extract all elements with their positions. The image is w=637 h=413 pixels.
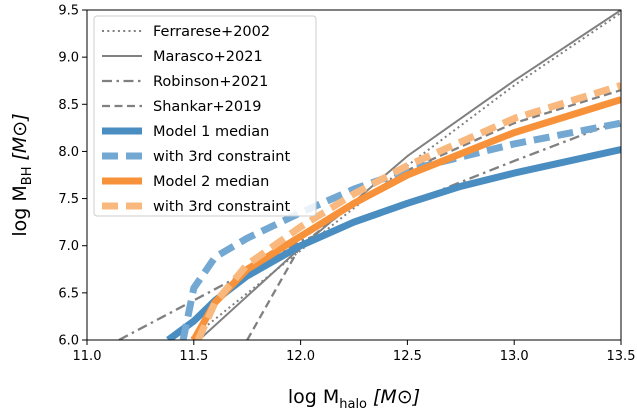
x-tick-label-3: 12.5 (393, 349, 422, 364)
y-tick-label-3: 7.5 (58, 192, 79, 207)
x-axis-label: log Mhalo [M⊙] (288, 386, 420, 412)
plot-frame (86, 9, 622, 341)
y-tick-label-5: 8.5 (58, 98, 79, 113)
y-tick-label-4: 8.0 (58, 145, 79, 160)
x-tick-label-0: 11.0 (73, 349, 102, 364)
legend-label-5: Model 1 median (153, 124, 269, 140)
y-axis-label: log MBH [M⊙] (9, 113, 35, 236)
legend-label-3: Robinson+2021 (153, 74, 268, 90)
y-tick-label-0: 6.0 (58, 334, 79, 349)
legend-label-7: Model 2 median (153, 174, 269, 190)
legend-label-6: with 3rd constraint (153, 149, 290, 165)
series-line-2 (197, 10, 621, 340)
y-tick-label-6: 9.0 (58, 51, 79, 66)
y-axis-label-sub: BH (20, 167, 35, 186)
series-line-6 (179, 119, 621, 340)
y-axis-label-main: log M (9, 185, 31, 236)
x-axis-label-unit: [M⊙] (373, 386, 420, 408)
legend-label-1: Ferrarese+2002 (153, 24, 270, 40)
legend-label-4: Shankar+2019 (153, 99, 262, 115)
x-axis-label-main: log M (288, 386, 339, 408)
series-layer (118, 10, 621, 340)
legend-label-2: Marasco+2021 (153, 49, 263, 65)
x-axis-label-sub: halo (339, 397, 367, 412)
legend-label-8: with 3rd constraint (153, 199, 290, 215)
series-line-8 (194, 82, 621, 340)
legend-box (93, 15, 317, 217)
legend: Ferrarese+2002 Marasco+2021 Robinson+2021 S… (93, 15, 317, 217)
x-tick-label-2: 12.0 (286, 349, 315, 364)
series-line-3 (118, 119, 621, 340)
y-tick-label-2: 7.0 (58, 239, 79, 254)
y-tick-label-7: 9.5 (58, 4, 79, 19)
y-tick-label-1: 6.5 (58, 286, 79, 301)
y-axis-label-unit: [M⊙] (9, 113, 31, 160)
x-tick-label-1: 11.5 (179, 349, 208, 364)
series-line-5 (166, 146, 621, 340)
x-axis: 11.0 11.5 12.0 12.5 13.0 13.5 (73, 340, 636, 364)
y-axis: 6.0 6.5 7.0 7.5 8.0 8.5 9.0 9.5 (58, 4, 87, 349)
x-tick-label-5: 13.5 (607, 349, 636, 364)
x-tick-label-4: 13.0 (500, 349, 529, 364)
